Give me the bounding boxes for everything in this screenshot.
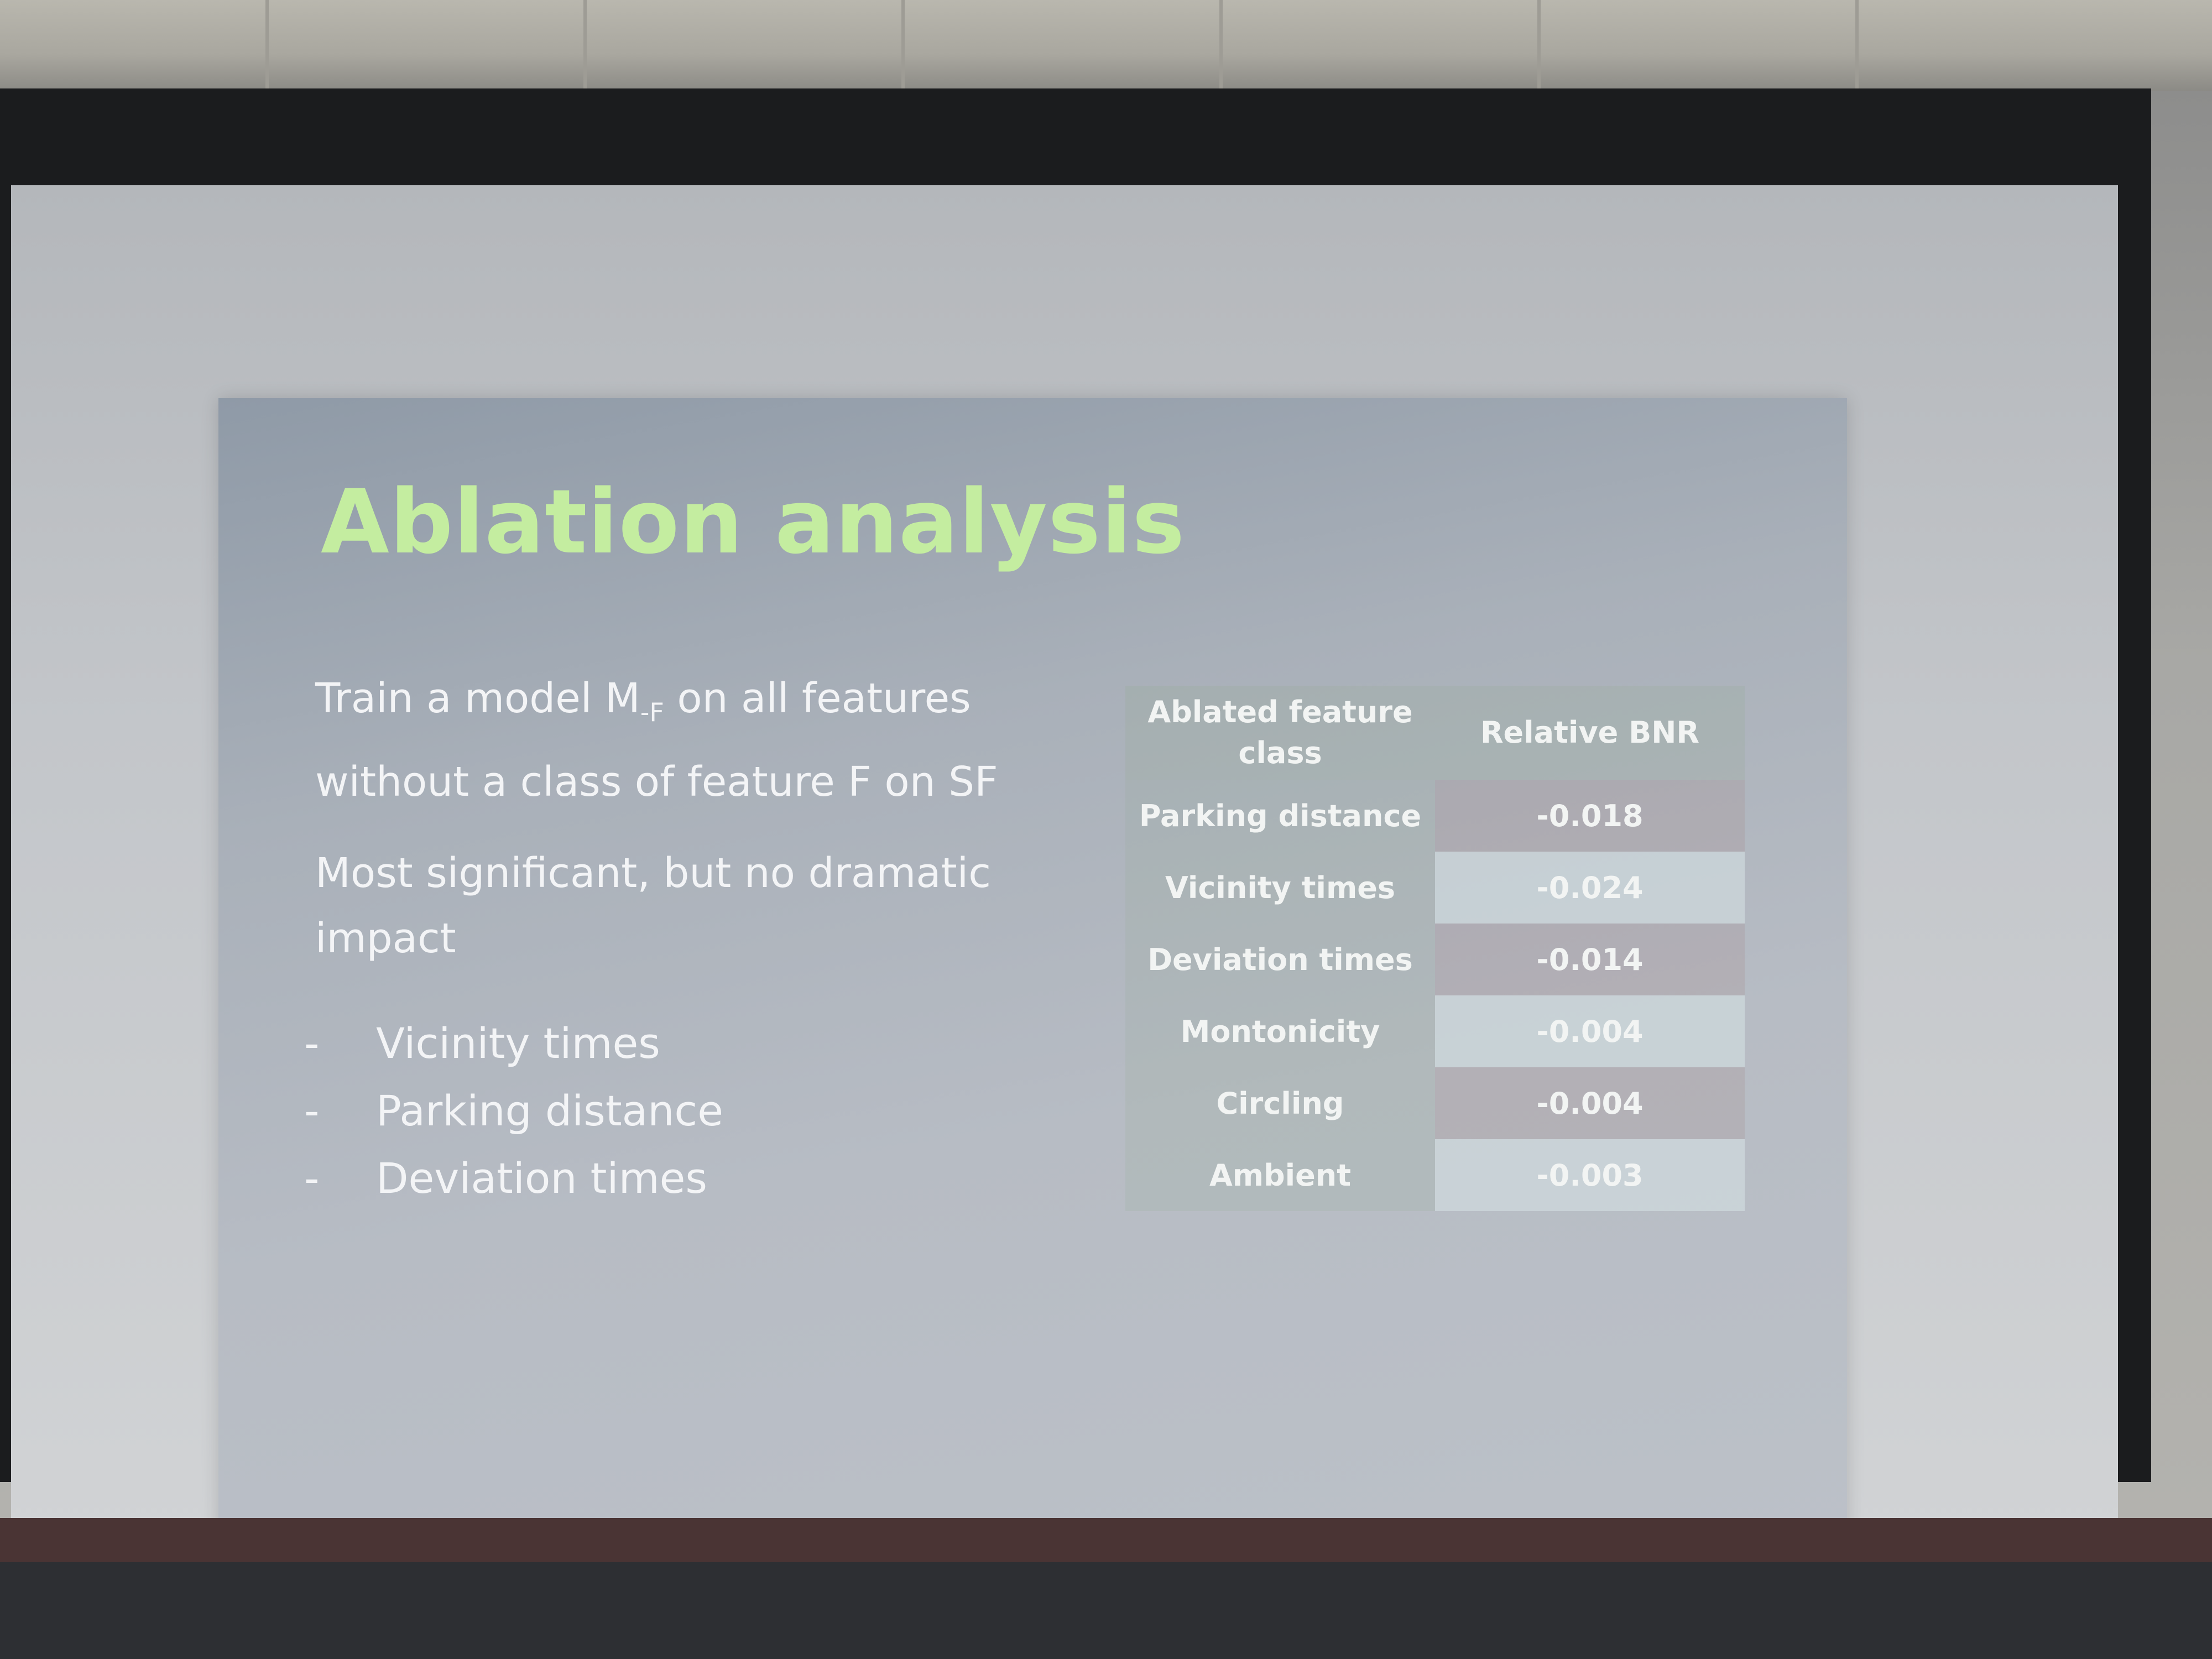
projected-slide: Ablation analysis Train a model M-F on a… [218,398,1847,1573]
feature-cell: Circling [1125,1067,1435,1139]
bullet-marker: - [304,1153,320,1203]
value-cell: -0.004 [1435,995,1745,1067]
bullet-item: - Vicinity times [304,1009,1023,1077]
value-cell: -0.024 [1435,852,1745,924]
table-row: Circling -0.004 [1125,1067,1745,1139]
bullet-item: - Deviation times [304,1144,1023,1212]
feature-cell: Deviation times [1125,924,1435,995]
ceiling-tile [268,0,587,88]
value-cell: -0.004 [1435,1067,1745,1139]
bullet-list: - Vicinity times - Parking distance - Devia… [304,1009,1023,1212]
header-ablated-feature: Ablated feature class [1125,686,1435,780]
wall-trim [0,1518,2212,1562]
slide-paragraph-train: Train a model M-F on all features withou… [315,664,1034,817]
value-cell: -0.018 [1435,780,1745,852]
projector-screen-frame: Ablation analysis Train a model M-F on a… [0,88,2151,1573]
value-cell: -0.003 [1435,1139,1745,1211]
table-row: Parking distance -0.018 [1125,780,1745,852]
table-row: Montonicity -0.004 [1125,995,1745,1067]
table-header-row: Ablated feature class Relative BNR [1125,686,1745,780]
slide-paragraph-significant: Most significant, but no dramatic impact [315,849,991,962]
table-row: Deviation times -0.014 [1125,924,1745,995]
value-cell: -0.014 [1435,924,1745,995]
bullet-marker: - [304,1086,320,1135]
ceiling-tile [1858,0,2212,88]
table-row: Ambient -0.003 [1125,1139,1745,1211]
ceiling-tile [1540,0,1859,88]
results-table: Ablated feature class Relative BNR Parki… [1125,686,1745,1211]
bullet-text: Deviation times [376,1153,707,1203]
paragraph-text: Train a model M [315,675,640,722]
subscript: -F [640,697,664,727]
ceiling-tile [904,0,1223,88]
bullet-text: Vicinity times [376,1018,660,1068]
paragraph-line: Train a model M-F on all features [315,664,1034,747]
bullet-text: Parking distance [376,1086,723,1135]
feature-cell: Vicinity times [1125,852,1435,924]
feature-cell: Montonicity [1125,995,1435,1067]
feature-cell: Parking distance [1125,780,1435,852]
feature-cell: Ambient [1125,1139,1435,1211]
paragraph-line: without a class of feature F on SF [315,758,998,806]
paragraph-text: on all features [664,675,971,722]
ceiling [0,0,2212,91]
ceiling-tile [0,0,269,88]
bullet-marker: - [304,1018,320,1068]
ceiling-tile [586,0,905,88]
ablation-table: Ablated feature class Relative BNR Parki… [1125,686,1745,1211]
table-row: Vicinity times -0.024 [1125,852,1745,924]
slide-title: Ablation analysis [321,470,1186,573]
ceiling-tile [1222,0,1541,88]
floor [0,1562,2212,1659]
bullet-item: - Parking distance [304,1077,1023,1144]
projector-screen: Ablation analysis Train a model M-F on a… [11,185,2118,1573]
header-relative-bnr: Relative BNR [1435,686,1745,780]
